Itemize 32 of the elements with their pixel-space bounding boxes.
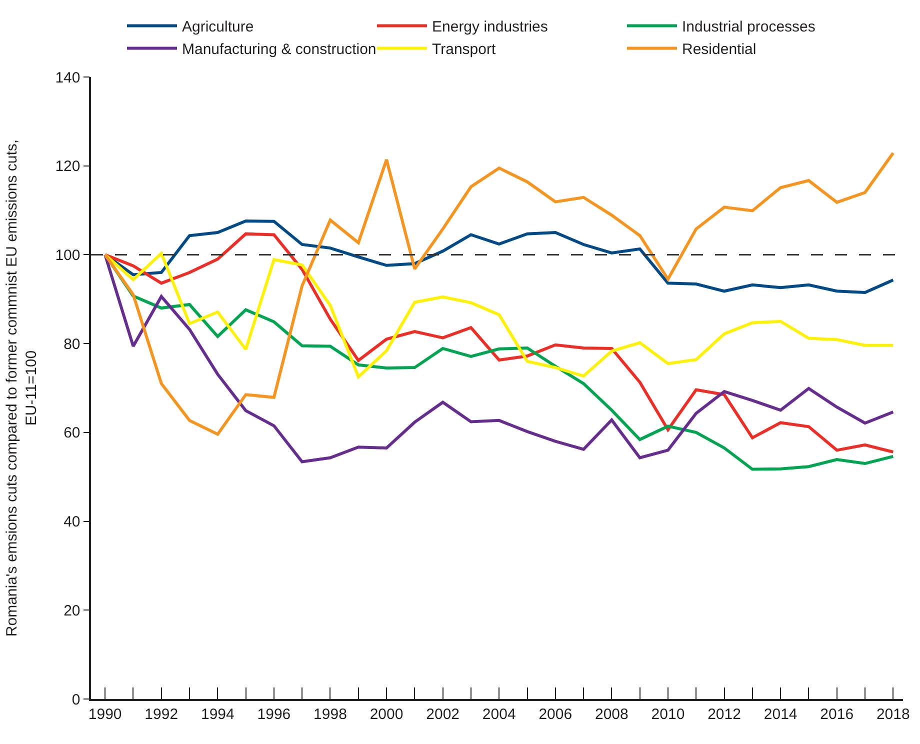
x-tick-label: 2008 (595, 706, 628, 723)
line-series (104, 252, 895, 378)
y-tick-label: 140 (55, 69, 80, 86)
x-tick-label: 1994 (200, 706, 234, 723)
x-tick-label: 1996 (257, 706, 291, 723)
y-tick-label: 80 (64, 336, 80, 353)
x-tick-label: 2014 (764, 706, 798, 723)
y-tick-label: 100 (55, 246, 80, 264)
y-tick-label: 20 (64, 602, 80, 620)
x-tick-label: 1998 (314, 706, 347, 723)
x-tick-label: 2002 (426, 706, 460, 723)
x-tick-label: 2018 (876, 706, 910, 723)
x-tick-label: 2000 (370, 706, 404, 723)
x-tick-label: 2004 (482, 706, 516, 723)
legend-label: Residential (682, 41, 756, 58)
y-tick-label: 40 (64, 514, 80, 531)
x-tick-label: 2012 (708, 706, 741, 723)
legend-label: Manufacturing & construction (182, 41, 376, 58)
x-tick-label: 2010 (651, 706, 685, 723)
y-tick-label: 60 (64, 424, 80, 442)
y-axis-title: Romania's emsions cuts compared to former commnist EU emissions cuts, EU-11=100 (3, 139, 40, 637)
x-tick-label: 2016 (820, 706, 854, 723)
x-tick-label: 1992 (144, 706, 178, 723)
y-tick-label: 0 (72, 691, 80, 708)
legend-label: Agriculture (182, 18, 254, 36)
legend-label: Industrial processes (682, 18, 816, 36)
y-tick-label: 120 (55, 158, 80, 176)
x-tick-label: 2006 (538, 706, 572, 723)
line-series (104, 151, 895, 436)
x-tick-label: 1990 (88, 706, 122, 723)
legend-label: Transport (432, 41, 496, 58)
legend-label: Energy industries (432, 18, 548, 36)
